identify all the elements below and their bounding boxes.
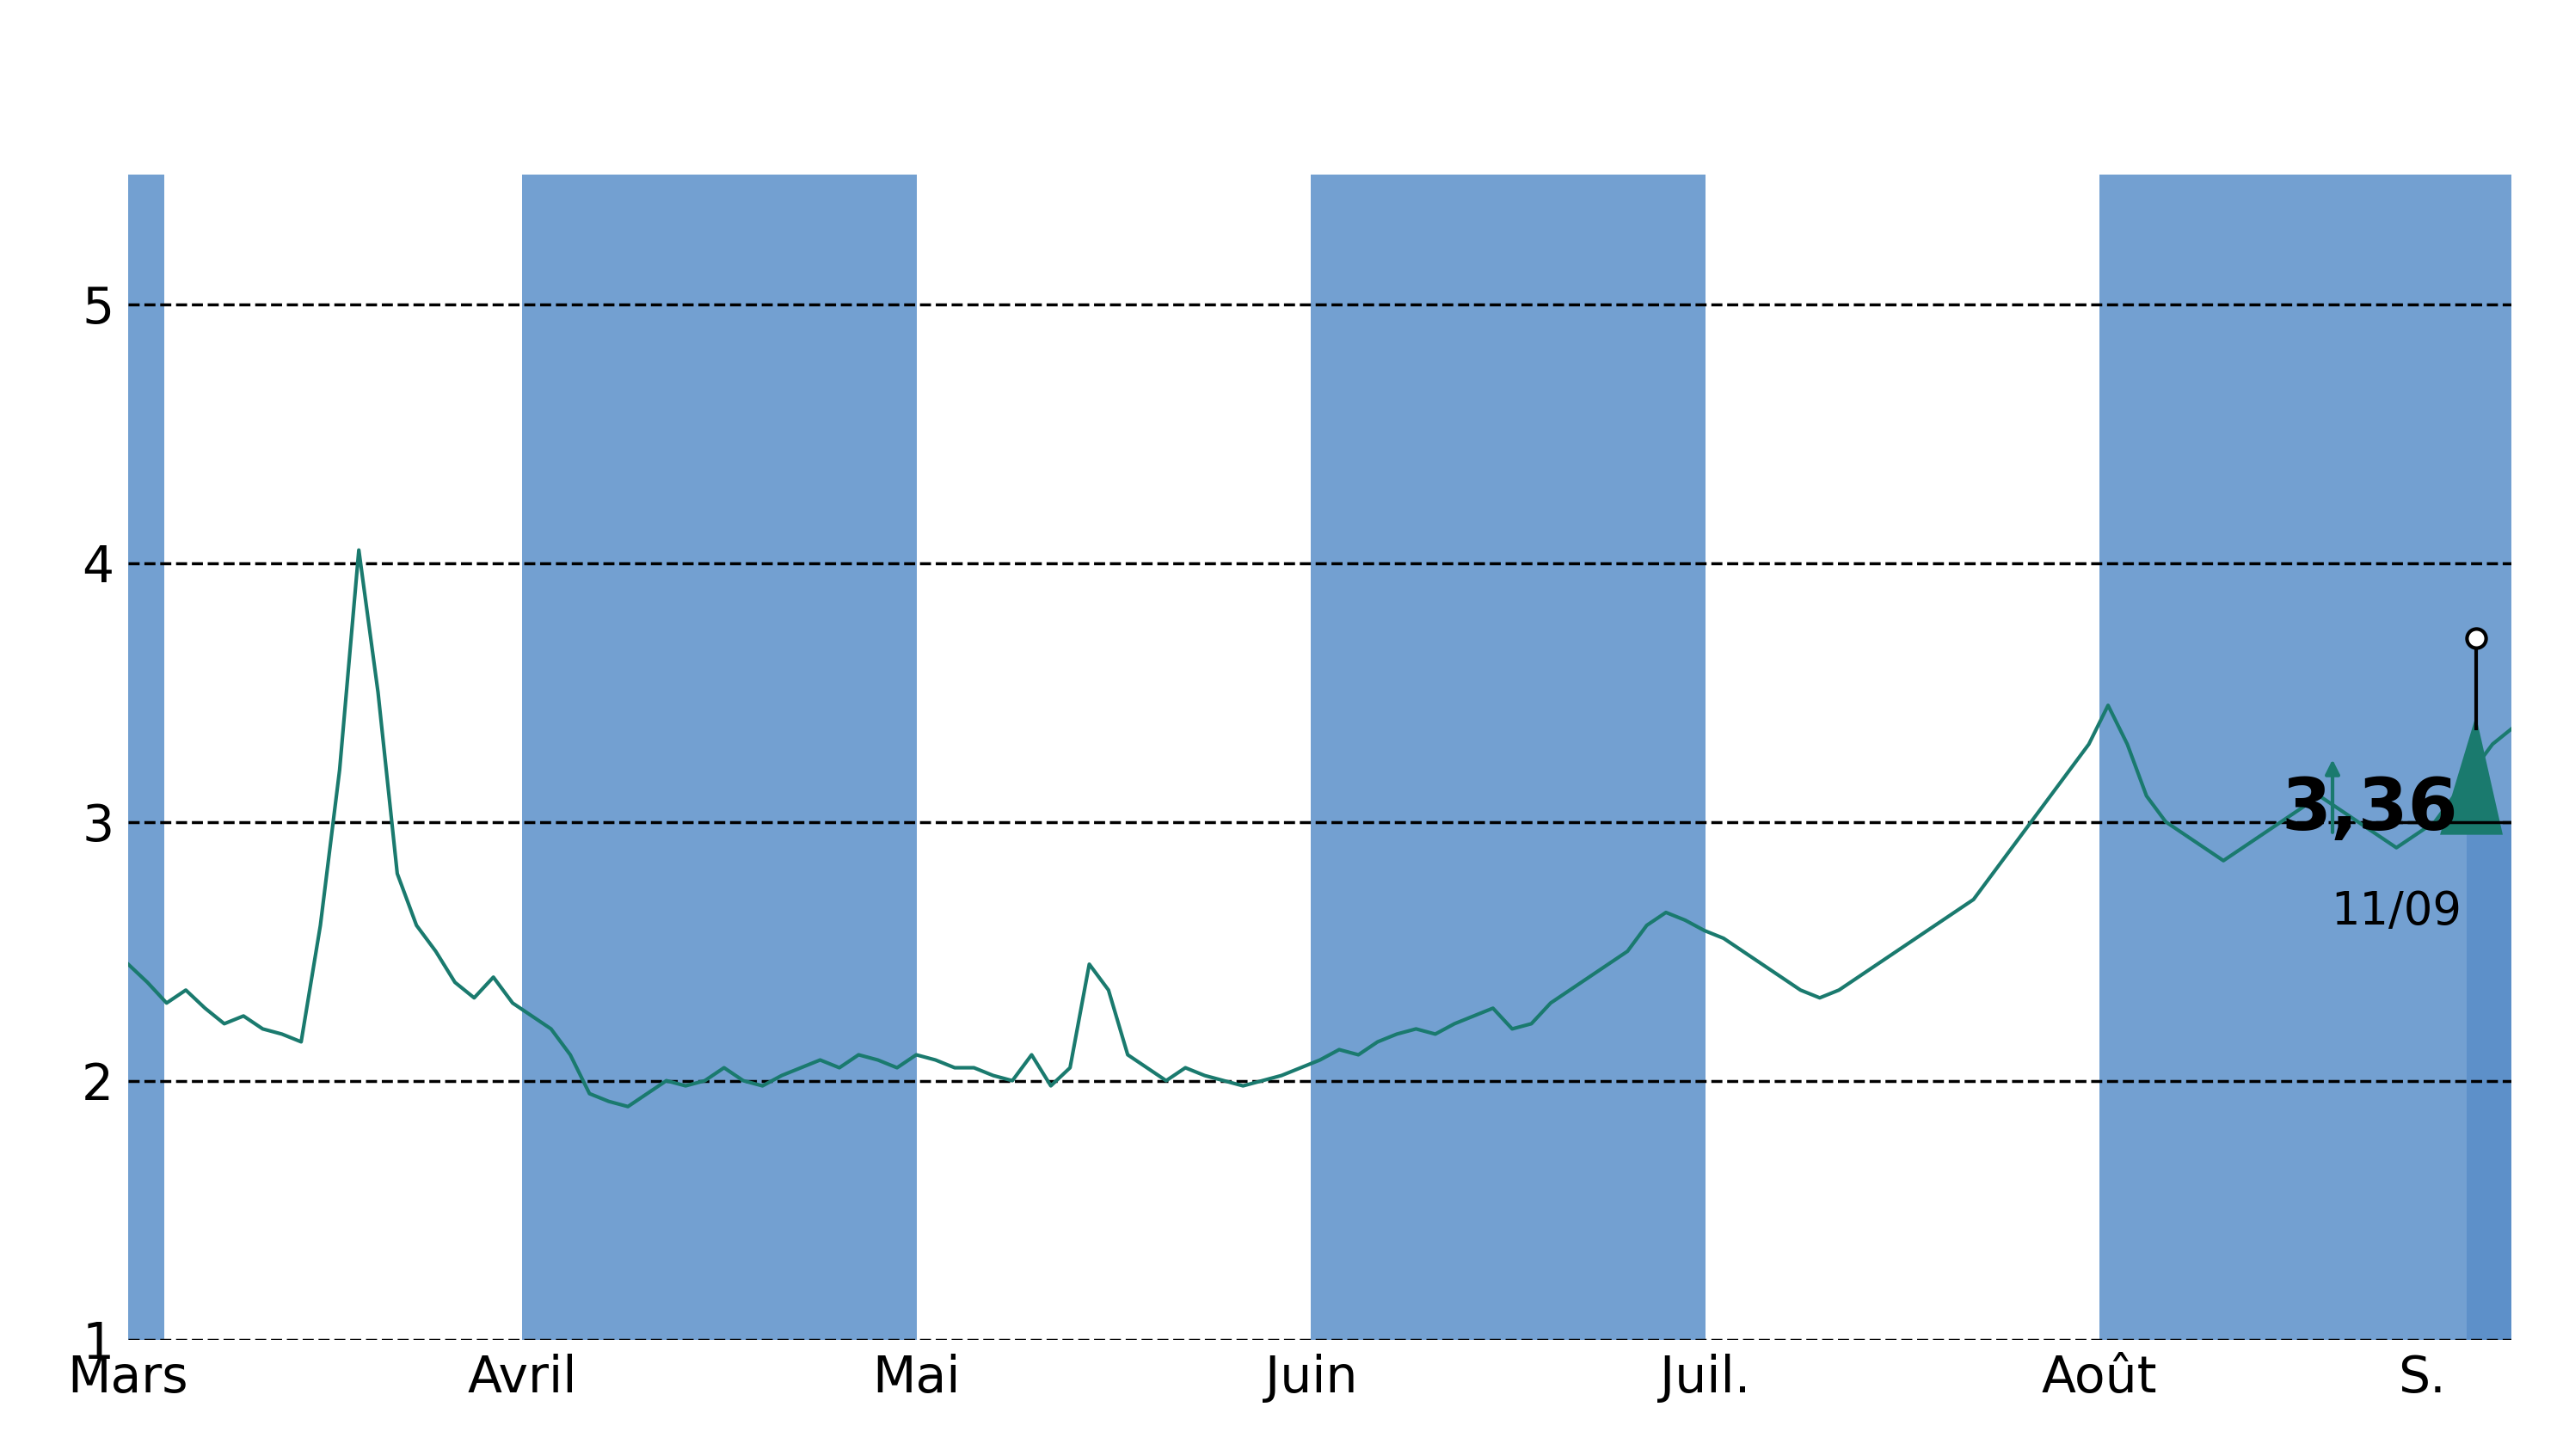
Bar bbox=[2468, 821, 2555, 1340]
Bar bbox=[128, 175, 164, 1340]
Text: 11/09: 11/09 bbox=[2330, 890, 2460, 933]
Bar bbox=[1312, 175, 1704, 1340]
Polygon shape bbox=[2440, 716, 2504, 834]
Text: 3,36: 3,36 bbox=[2281, 775, 2458, 844]
Bar bbox=[523, 175, 918, 1340]
Bar bbox=[2099, 175, 2512, 1340]
Text: Monogram Orthopaedics, Inc.: Monogram Orthopaedics, Inc. bbox=[484, 26, 2079, 119]
